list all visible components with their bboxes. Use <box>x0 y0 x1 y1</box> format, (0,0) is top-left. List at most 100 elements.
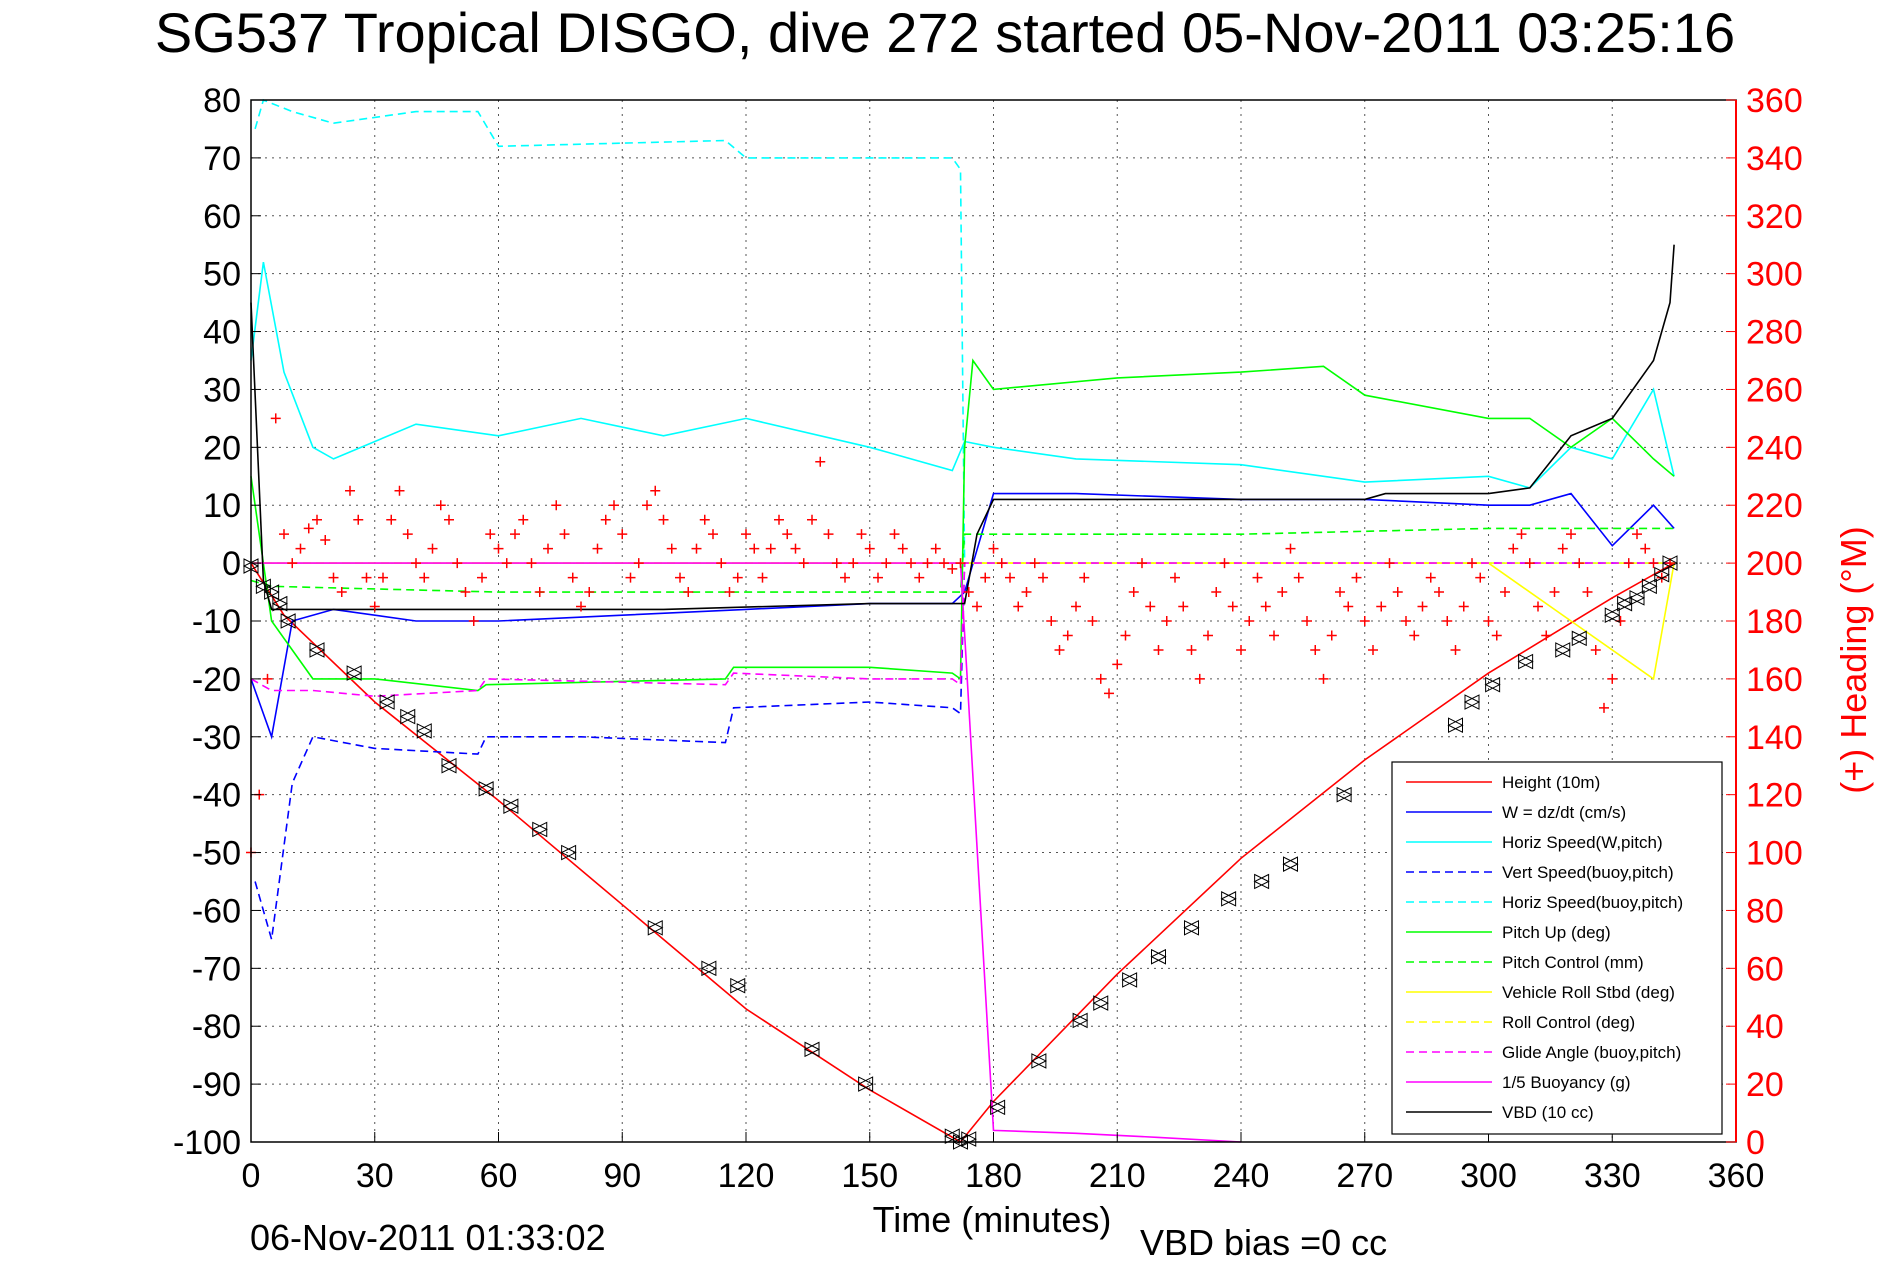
heading-point <box>675 572 685 583</box>
heading-point <box>1079 572 1090 583</box>
height-marker <box>1571 630 1588 647</box>
heading-point <box>1524 558 1535 569</box>
heading-point <box>1409 630 1420 641</box>
height-marker <box>944 1128 961 1145</box>
heading-point <box>1021 587 1032 598</box>
heading-point <box>963 587 974 598</box>
height-marker <box>700 960 717 977</box>
heading-point <box>1557 543 1568 554</box>
heading-point <box>1219 558 1230 569</box>
height-marker <box>1092 995 1109 1011</box>
x-axis-label: Time (minutes) <box>873 1199 1112 1240</box>
height-marker <box>1653 566 1670 583</box>
heading-point <box>1376 601 1387 612</box>
heading-point <box>798 558 809 569</box>
right-axis-label: (+) Heading (°M) <box>1833 526 1874 793</box>
heading-point <box>1137 558 1147 569</box>
right-tick-label: 0 <box>1746 1124 1765 1162</box>
heading-point <box>452 558 463 569</box>
heading-point <box>1013 601 1024 612</box>
heading-point <box>1574 558 1585 569</box>
heading-point <box>732 572 743 583</box>
heading-point <box>468 616 479 626</box>
heading-point <box>1203 630 1213 641</box>
right-tick-label: 20 <box>1746 1066 1784 1104</box>
heading-point <box>1244 616 1255 626</box>
heading-point <box>757 572 768 583</box>
right-tick-label: 40 <box>1746 1008 1784 1046</box>
y-tick-label: -100 <box>173 1124 241 1162</box>
legend-entry: Horiz Speed(buoy,pitch) <box>1502 893 1683 912</box>
y-tick-label: 10 <box>203 487 241 525</box>
y-tick-label: -10 <box>192 603 241 641</box>
x-tick-label: 330 <box>1584 1157 1641 1195</box>
heading-point <box>996 558 1007 569</box>
series-line <box>251 562 1242 1143</box>
heading-point <box>1260 601 1271 612</box>
heading-point <box>1582 587 1593 598</box>
footer-vbd-bias: VBD bias =0 cc <box>1140 1222 1387 1262</box>
height-marker <box>379 694 396 710</box>
right-tick-label: 240 <box>1746 429 1803 467</box>
footer-timestamp: 06-Nov-2011 01:33:02 <box>250 1217 606 1258</box>
heading-point <box>848 558 859 569</box>
heading-point <box>741 529 751 540</box>
legend-entry: Glide Angle (buoy,pitch) <box>1502 1043 1681 1062</box>
heading-point <box>955 558 966 569</box>
heading-point <box>1541 630 1552 641</box>
heading-point <box>881 558 892 569</box>
height-marker <box>1072 1012 1089 1029</box>
y-tick-label: 80 <box>203 82 241 120</box>
heading-point <box>1310 644 1321 655</box>
heading-point <box>1590 644 1601 655</box>
x-tick-label: 120 <box>718 1157 775 1195</box>
heading-point <box>1343 601 1354 612</box>
heading-point <box>823 529 834 540</box>
series-line <box>250 261 1675 489</box>
heading-point <box>1120 630 1131 641</box>
height-marker <box>308 642 326 658</box>
height-marker <box>1030 1053 1047 1069</box>
heading-point <box>1087 616 1098 626</box>
right-tick-label: 340 <box>1746 140 1803 178</box>
heading-point <box>1145 601 1156 612</box>
heading-point <box>394 485 405 496</box>
heading-point <box>1450 644 1461 655</box>
height-marker <box>989 1099 1006 1116</box>
heading-point <box>988 543 999 554</box>
height-marker <box>440 757 458 774</box>
heading-point <box>526 558 537 569</box>
right-tick-label: 160 <box>1746 661 1803 699</box>
heading-point <box>666 543 677 554</box>
x-tick-label: 90 <box>603 1157 641 1195</box>
height-marker <box>1183 920 1200 936</box>
height-marker <box>280 613 297 629</box>
legend-entry: Horiz Speed(W,pitch) <box>1502 833 1663 852</box>
y-tick-label: -20 <box>192 661 241 699</box>
heading-point <box>807 514 817 525</box>
height-marker <box>1150 948 1167 965</box>
heading-point <box>1236 644 1246 655</box>
heading-point <box>328 572 339 583</box>
height-marker <box>1628 590 1646 606</box>
heading-point <box>922 558 933 569</box>
heading-point <box>361 572 372 583</box>
height-marker <box>399 708 416 725</box>
heading-point <box>1500 587 1510 598</box>
right-tick-label: 60 <box>1746 950 1784 988</box>
heading-point <box>1227 601 1238 612</box>
heading-point <box>609 500 619 511</box>
heading-point <box>1623 558 1634 569</box>
x-tick-label: 270 <box>1336 1157 1393 1195</box>
height-marker <box>271 595 288 612</box>
heading-point <box>460 587 471 598</box>
heading-point <box>897 543 908 554</box>
right-tick-label: 360 <box>1746 82 1803 120</box>
right-tick-label: 180 <box>1746 603 1803 641</box>
right-tick-label: 200 <box>1746 545 1803 583</box>
heading-point <box>1071 601 1081 612</box>
heading-point <box>353 514 364 525</box>
right-tick-label: 100 <box>1746 835 1803 873</box>
height-marker <box>857 1076 874 1092</box>
